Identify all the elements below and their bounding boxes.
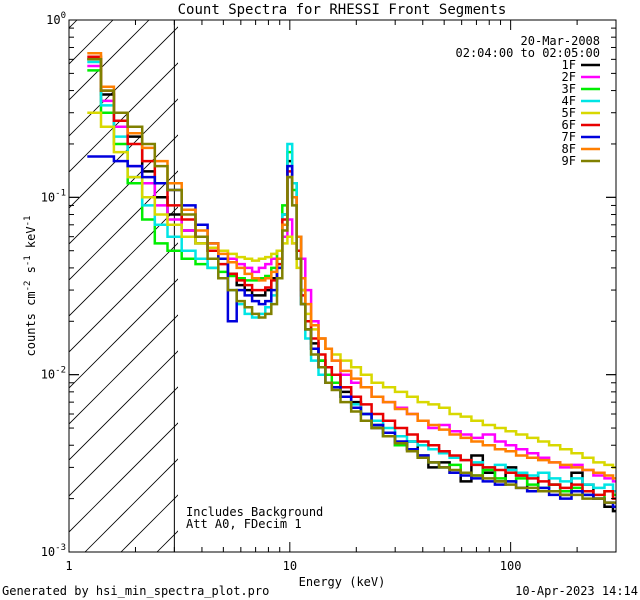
footer-timestamp: 10-Apr-2023 14:14 [515,584,638,598]
hatch-line [69,20,114,65]
date-label: 20-Mar-2008 [521,34,600,48]
y-tick-label: 10-3 [41,543,66,559]
x-tick-label: 1 [65,559,72,573]
hatch-line [69,350,178,461]
plot-frame [68,19,617,553]
hatch-line [69,98,178,209]
series-4f [87,60,616,493]
series-6f [87,55,616,500]
hatch-line [69,206,178,317]
x-axis-label: Energy (keV) [299,575,386,589]
series-8f [87,51,616,480]
legend-label-1f: 1F [562,58,576,72]
series-group [87,51,616,513]
legend-label-9f: 9F [562,154,576,168]
y-tick-label: 10-2 [41,366,66,382]
hatch-line [84,458,178,552]
x-tick-label: 10 [283,559,297,573]
series-1f [87,58,616,513]
hatch-line [69,26,178,137]
x-axis: 1 10 100 [65,20,617,573]
legend-label-7f: 7F [562,130,576,144]
y-tick-label: 10-1 [41,188,66,204]
y-axis-label: counts cm-2 s-1 keV-1 [23,216,38,357]
legend-label-8f: 8F [562,142,576,156]
hatch-line [69,20,78,29]
x-tick-label: 100 [500,559,522,573]
hatch-line [69,422,178,533]
hatch-line [69,278,178,389]
annotation-background: Includes Background [186,505,323,519]
y-axis: 10-3 10-2 10-1 100 [41,11,616,559]
hatch-line [69,62,178,173]
legend-label-3f: 3F [562,82,576,96]
hatch-line [69,242,178,353]
time-range-label: 02:04:00 to 02:05:00 [456,46,601,60]
legend-label-4f: 4F [562,94,576,108]
legend-label-2f: 2F [562,70,576,84]
footer-generated-by: Generated by hsi_min_spectra_plot.pro [2,584,269,598]
series-9f [87,58,616,504]
annotation-attenuator: Att A0, FDecim 1 [186,517,302,531]
chart-title: Count Spectra for RHESSI Front Segments [178,2,507,18]
background-hatched-region [0,20,178,552]
series-2f [87,64,616,483]
legend-label-5f: 5F [562,106,576,120]
legend-label-6f: 6F [562,118,576,132]
y-tick-label: 100 [46,11,66,27]
hatch-line [0,20,41,552]
hatch-line [69,386,178,497]
